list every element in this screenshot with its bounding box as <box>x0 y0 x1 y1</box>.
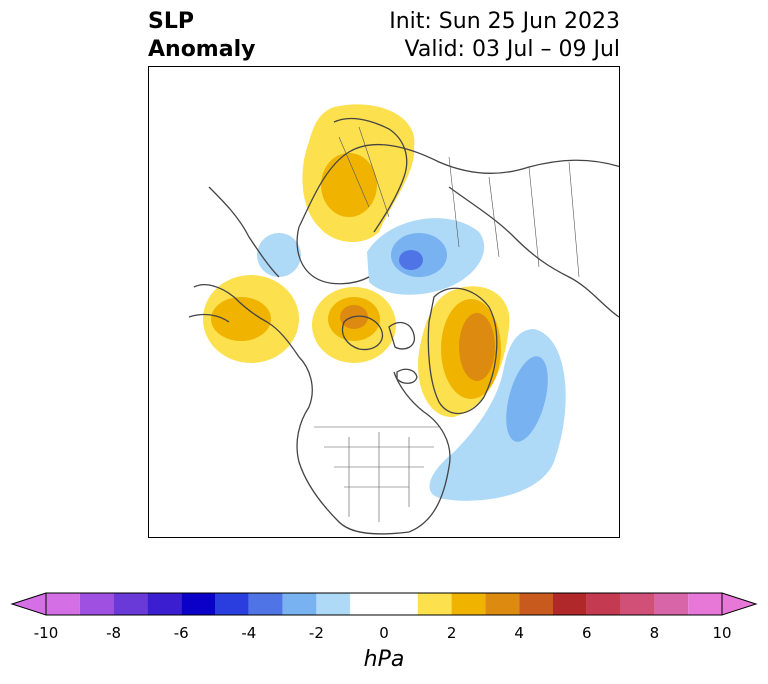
colorbar-bin-6 <box>248 593 283 615</box>
colorbar-over-arrow <box>721 592 758 616</box>
colorbar-tick-label: 2 <box>446 624 457 642</box>
colorbar <box>10 592 758 616</box>
colorbar-bin-1 <box>79 593 114 615</box>
anomaly-greenland-core <box>459 313 495 381</box>
colorbar-tick-label: -4 <box>241 624 257 642</box>
colorbar-bin-14 <box>553 593 587 615</box>
colorbar-bin-5 <box>215 593 249 615</box>
colorbar-outline <box>45 592 723 616</box>
coastlines <box>188 117 619 535</box>
colorbar-bin-3 <box>147 593 182 615</box>
valid-range: Valid: 03 Jul – 09 Jul <box>404 37 620 62</box>
colorbar-tick-label: 0 <box>379 624 389 642</box>
colorbar-under-arrow <box>10 592 47 616</box>
colorbar-bin-9 <box>350 593 418 615</box>
title-variable: SLP <box>148 9 194 34</box>
colorbar-tick-label: 10 <box>712 624 732 642</box>
title-anomaly: Anomaly <box>148 37 256 62</box>
colorbar-bin-17 <box>654 593 689 615</box>
colorbar-tick-label: 8 <box>649 624 660 642</box>
colorbar-bin-2 <box>113 593 148 615</box>
colorbar-bin-15 <box>586 593 621 615</box>
anomaly-scandinavia-inner <box>321 153 377 217</box>
colorbar-bin-8 <box>316 593 351 615</box>
colorbar-bin-7 <box>282 593 317 615</box>
colorbar-bin-18 <box>688 593 722 615</box>
colorbar-unit-label: hPa <box>363 647 405 672</box>
borders <box>314 126 580 522</box>
colorbar-tick-label: 6 <box>582 624 592 642</box>
colorbar-tick-label: -6 <box>173 624 189 642</box>
colorbar-bin-4 <box>181 593 215 615</box>
map-panel <box>148 66 620 538</box>
anomaly-kara-core <box>399 250 423 270</box>
title-left: SLP Anomaly <box>148 8 255 64</box>
colorbar-bin-10 <box>417 593 452 615</box>
colorbar-tick-label: -10 <box>33 624 59 642</box>
colorbar-bin-16 <box>620 593 655 615</box>
colorbar-bin-12 <box>485 593 520 615</box>
colorbar-bin-13 <box>519 593 553 615</box>
colorbar-bins <box>46 593 722 615</box>
title-right: Init: Sun 25 Jun 2023 Valid: 03 Jul – 09… <box>389 8 620 64</box>
colorbar-tick-label: -8 <box>106 624 122 642</box>
anomaly-fields <box>203 104 566 501</box>
anomaly-bering <box>257 233 301 277</box>
colorbar-tick-label: -2 <box>308 624 324 642</box>
init-date: Init: Sun 25 Jun 2023 <box>389 9 620 34</box>
anomaly-alaska-inner <box>211 297 271 341</box>
colorbar-tick-label: 4 <box>514 624 524 642</box>
colorbar-bin-0 <box>46 593 80 615</box>
anomaly-atlantic-core <box>506 356 548 442</box>
colorbar-bin-11 <box>451 593 486 615</box>
map-canvas <box>188 104 619 535</box>
